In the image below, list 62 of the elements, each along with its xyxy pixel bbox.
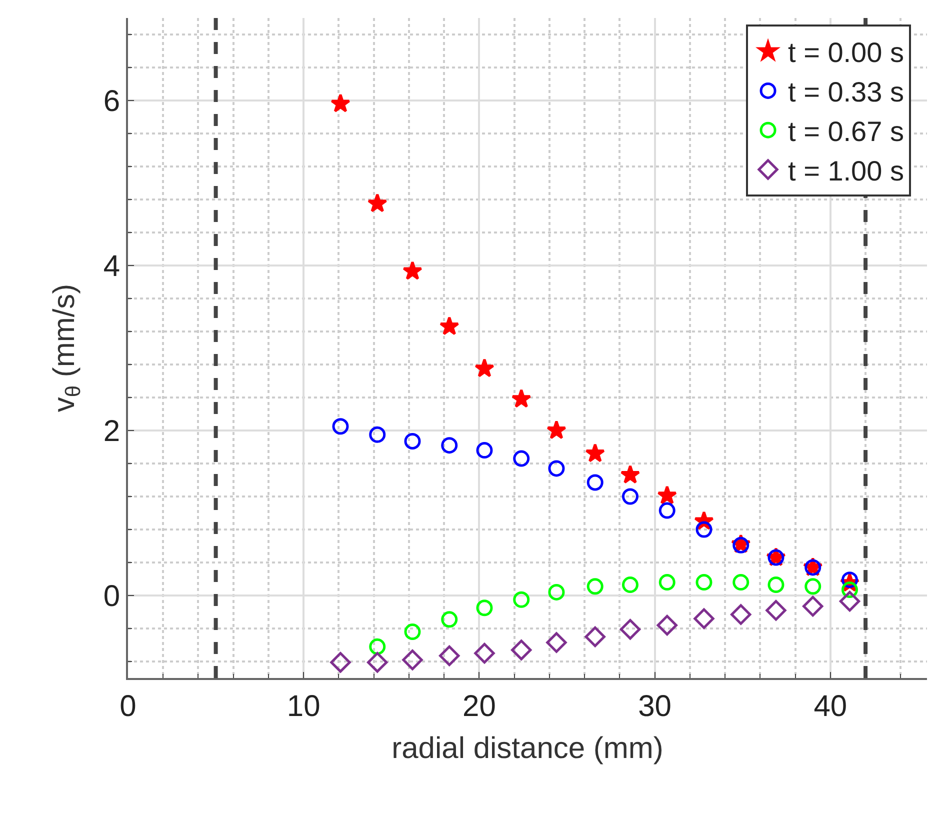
point <box>367 193 388 212</box>
point <box>804 578 822 595</box>
point <box>768 576 784 594</box>
y-tick-label: 2 <box>103 415 120 448</box>
point <box>548 460 565 477</box>
point <box>439 316 460 336</box>
point <box>730 604 752 625</box>
legend-label: t = 0.67 s <box>788 116 904 148</box>
point <box>546 632 567 653</box>
point <box>367 652 388 673</box>
x-tick-label: 10 <box>286 690 320 723</box>
point <box>656 614 678 636</box>
point <box>694 608 714 629</box>
point <box>330 652 351 673</box>
point <box>658 574 676 591</box>
point <box>658 502 676 519</box>
x-tick-label: 20 <box>462 690 496 723</box>
point <box>439 645 460 666</box>
point <box>513 450 530 467</box>
point <box>620 618 641 640</box>
point <box>802 596 824 617</box>
legend-label: t = 1.00 s <box>788 155 904 186</box>
point <box>620 464 640 484</box>
point <box>474 358 494 378</box>
point <box>369 426 386 443</box>
point <box>441 437 458 454</box>
point <box>369 638 386 655</box>
y-tick-label: 6 <box>103 85 120 118</box>
y-tick-label: 0 <box>103 580 120 613</box>
x-tick-label: 40 <box>814 690 848 723</box>
point <box>332 418 349 435</box>
point <box>732 574 750 591</box>
point <box>511 388 532 408</box>
point <box>404 624 421 640</box>
point <box>476 600 493 616</box>
point <box>330 93 350 112</box>
point <box>584 626 606 648</box>
point <box>474 642 495 664</box>
point <box>402 260 422 280</box>
point <box>839 590 860 612</box>
legend-label: t = 0.33 s <box>788 76 904 108</box>
x-tick-label: 30 <box>638 690 672 723</box>
y-tick-label: 4 <box>103 250 120 283</box>
point <box>586 578 604 595</box>
point <box>766 600 786 621</box>
point <box>622 576 638 594</box>
point <box>586 474 604 491</box>
point <box>511 640 532 660</box>
point <box>476 442 493 459</box>
x-axis-title: radial distance (mm) <box>392 732 664 765</box>
point <box>513 591 530 608</box>
point <box>548 584 565 600</box>
point <box>696 521 712 538</box>
legend-label: t = 0.00 s <box>788 37 904 68</box>
point <box>622 488 638 505</box>
point <box>404 432 421 450</box>
point <box>441 611 458 628</box>
point <box>585 443 606 462</box>
point <box>402 650 423 670</box>
point <box>657 485 678 504</box>
point <box>696 574 712 591</box>
point <box>546 420 566 440</box>
